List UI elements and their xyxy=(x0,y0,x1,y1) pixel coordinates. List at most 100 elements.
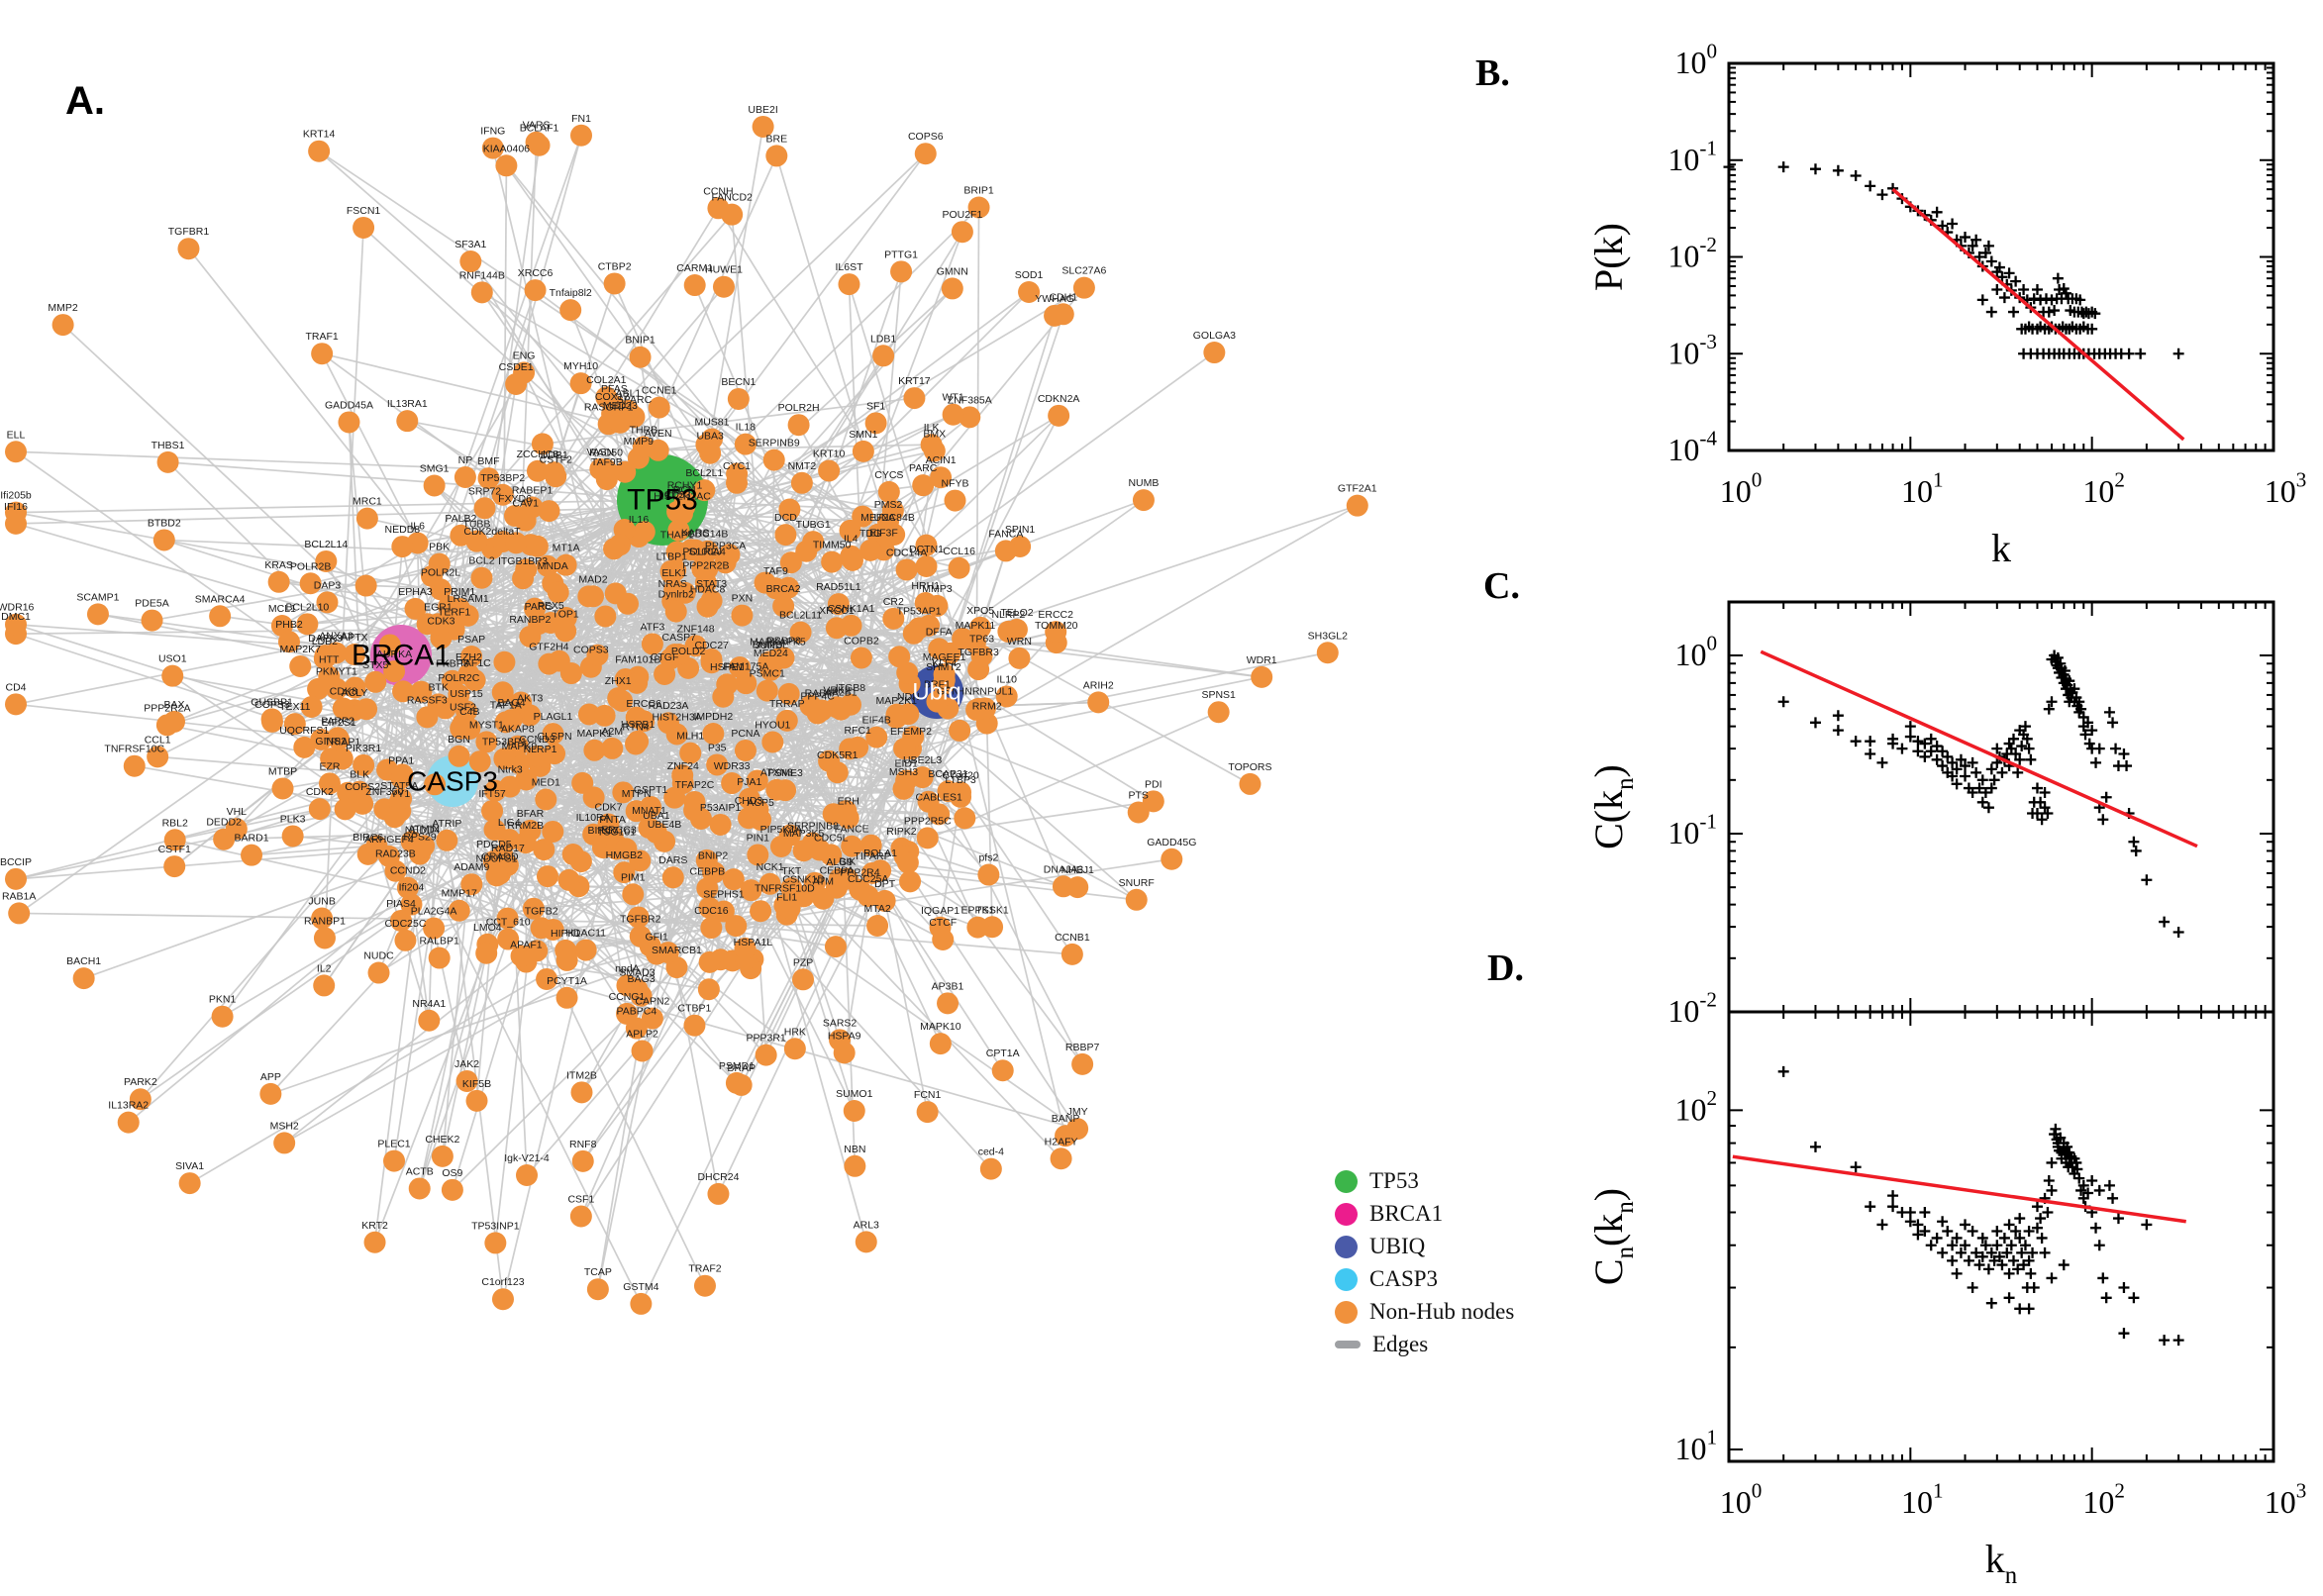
non-hub-node xyxy=(746,769,768,792)
gene-label: RBBP7 xyxy=(1065,1042,1100,1053)
non-hub-node xyxy=(331,748,354,770)
non-hub-node xyxy=(877,480,900,503)
gene-label: TGFB2 xyxy=(525,905,558,917)
gene-label: FAM175A xyxy=(723,660,768,672)
non-hub-node xyxy=(273,1132,296,1154)
gene-label: RAD50 xyxy=(589,447,623,458)
gene-label: UBE4B xyxy=(648,819,681,831)
svg-text:101: 101 xyxy=(1901,1479,1944,1520)
non-hub-node xyxy=(1050,1147,1072,1170)
non-hub-node xyxy=(758,872,781,895)
gene-label: MNAT1 xyxy=(632,805,666,817)
non-hub-node xyxy=(586,644,609,666)
gene-label: BCAP31 xyxy=(928,768,967,780)
non-hub-node xyxy=(496,907,519,930)
non-hub-node xyxy=(667,519,690,542)
gene-label: PPP2R5C xyxy=(904,815,952,827)
non-hub-node xyxy=(944,489,966,512)
gene-label: NUDC xyxy=(363,950,394,962)
gene-label: SIVA1 xyxy=(175,1160,204,1172)
non-hub-node xyxy=(772,595,795,618)
non-hub-node xyxy=(839,519,861,542)
gene-label: ATF3 xyxy=(640,621,664,633)
gene-label: FSCN1 xyxy=(347,205,381,217)
gene-label: NHEJ1 xyxy=(1061,864,1094,876)
non-hub-node xyxy=(633,521,656,544)
gene-label: NR4A1 xyxy=(412,998,446,1010)
gene-label: ACLY xyxy=(342,687,368,699)
gene-label: ERH xyxy=(838,795,859,807)
gene-label: UBE2L3 xyxy=(903,754,942,766)
gene-label: SRP72 xyxy=(468,485,501,497)
gene-label: TOP1 xyxy=(553,608,579,620)
gene-label: APAF1 xyxy=(510,940,543,951)
non-hub-node xyxy=(780,877,803,900)
gene-label: RABEP1 xyxy=(512,484,554,496)
gene-label: SMARCB1 xyxy=(652,945,702,956)
gene-label: IFT57 xyxy=(478,788,506,800)
gene-label: PPP4C xyxy=(800,690,835,702)
hub-label-CASP3: CASP3 xyxy=(407,766,498,797)
non-hub-node xyxy=(344,676,366,699)
gene-label: A2M xyxy=(602,726,624,738)
gene-label: POLR2H xyxy=(778,402,820,414)
non-hub-node xyxy=(300,696,323,719)
gene-label: ATMIN xyxy=(408,823,440,835)
gene-label: RAB1A xyxy=(2,890,36,902)
gene-label: TGFBR2 xyxy=(620,914,661,926)
gene-label: WT1 xyxy=(943,392,964,404)
gene-label: PSMC1 xyxy=(750,668,785,680)
gene-label: PDI xyxy=(1145,778,1162,790)
gene-label: USP15 xyxy=(450,688,482,700)
non-hub-node xyxy=(979,1157,1002,1180)
gene-label: BRCA2 xyxy=(766,583,801,595)
gene-label: SF1 xyxy=(866,400,885,412)
gene-label: MED1 xyxy=(532,776,560,788)
non-hub-node xyxy=(1132,489,1155,512)
non-hub-node xyxy=(8,902,31,925)
svg-text:100: 100 xyxy=(1720,1479,1763,1520)
svg-text:kn: kn xyxy=(1985,1537,2018,1589)
gene-label: CAV1 xyxy=(512,498,539,510)
gene-label: PARC xyxy=(909,462,938,474)
gene-label: MMP17 xyxy=(442,888,477,900)
non-hub-node xyxy=(410,680,433,703)
non-hub-node xyxy=(311,907,334,930)
gene-label: BACH1 xyxy=(66,955,101,967)
gene-label: TAF1A xyxy=(490,699,522,711)
non-hub-node xyxy=(824,936,847,958)
non-hub-node xyxy=(531,433,554,455)
gene-label: ATRIP xyxy=(432,818,461,830)
gene-label: BCL2L1 xyxy=(685,467,723,479)
non-hub-node xyxy=(762,449,785,471)
gene-label: NEDD8 xyxy=(385,524,421,536)
gene-label: COX17 xyxy=(595,391,630,403)
gene-label: EID1 xyxy=(894,757,918,769)
gene-label: CDKN2A xyxy=(1038,393,1080,405)
non-hub-node xyxy=(937,992,960,1015)
non-hub-node xyxy=(318,772,341,795)
non-hub-node xyxy=(641,633,663,655)
non-hub-node xyxy=(1125,888,1148,911)
gene-label: CSTF2 xyxy=(540,453,572,465)
gene-label: POLR2L xyxy=(421,566,460,578)
gene-label: CRADD xyxy=(481,850,519,862)
gene-label: TUBB xyxy=(462,519,490,531)
non-hub-node xyxy=(783,1038,806,1060)
non-hub-node xyxy=(389,909,412,932)
non-hub-node xyxy=(825,617,848,640)
non-hub-node xyxy=(965,698,988,721)
non-hub-node xyxy=(1048,404,1070,427)
non-hub-node xyxy=(1005,618,1028,641)
gene-label: ILK xyxy=(924,422,940,434)
non-hub-node xyxy=(367,961,390,984)
gene-label: CEBPA xyxy=(820,865,855,877)
legend-item-nonhub: Non-Hub nodes xyxy=(1335,1299,1514,1325)
hub-label-TP53: TP53 xyxy=(627,484,698,517)
non-hub-node xyxy=(1087,691,1110,714)
gene-label: IL4 xyxy=(844,534,858,546)
gene-label: RIPK2 xyxy=(886,826,917,838)
gene-label: FXYD6 xyxy=(498,493,532,505)
gene-label: PXN xyxy=(732,593,754,605)
